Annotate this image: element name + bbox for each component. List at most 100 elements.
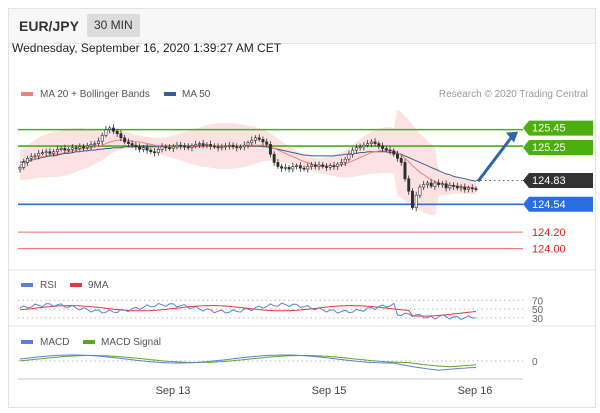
candle: [111, 127, 115, 132]
candle: [212, 145, 216, 148]
candle: [239, 146, 242, 149]
chart-card: EUR/JPY 30 MIN: [8, 8, 596, 408]
candle: [291, 166, 295, 170]
candle: [220, 146, 224, 149]
candle: [362, 144, 366, 148]
candle: [190, 145, 194, 148]
candle: [358, 146, 362, 149]
bollinger-band: [20, 109, 476, 216]
candle: [48, 151, 52, 154]
current-price-tag: [523, 172, 593, 188]
candle: [216, 146, 220, 149]
candle: [186, 146, 190, 149]
resistance-price-label: 125.45: [532, 123, 566, 135]
support-price-label: 124.00: [532, 244, 566, 256]
candle: [313, 164, 317, 167]
candle: [44, 151, 48, 154]
forecast-arrow: [476, 135, 514, 183]
candle: [455, 185, 459, 189]
candle: [168, 147, 171, 149]
candle: [93, 143, 97, 145]
candle: [343, 158, 347, 163]
candle: [339, 162, 343, 165]
candle: [52, 151, 56, 154]
candle: [250, 139, 254, 144]
candle: [411, 190, 414, 208]
candle: [261, 139, 265, 143]
candle: [40, 152, 44, 154]
candle: [78, 146, 82, 149]
rsi-swatch: [21, 283, 33, 287]
candle: [347, 153, 351, 160]
candle: [418, 186, 422, 196]
candle: [280, 166, 284, 169]
current-price-label: 124.83: [532, 175, 566, 187]
candle: [306, 166, 310, 170]
candle: [310, 164, 313, 167]
candle: [205, 144, 209, 146]
candle: [452, 185, 456, 187]
candle: [422, 184, 426, 188]
candle: [156, 149, 160, 153]
candle: [123, 137, 127, 143]
resistance-price-tag: [523, 140, 593, 156]
candle: [18, 167, 22, 170]
macd-line: [19, 354, 477, 371]
candle: [467, 187, 470, 190]
candle: [227, 144, 231, 147]
x-tick-label: Sep 13: [156, 385, 191, 397]
candle: [134, 144, 138, 148]
candle: [89, 144, 93, 147]
candle: [321, 164, 325, 167]
candle: [325, 166, 328, 168]
candle: [459, 186, 463, 189]
candle: [141, 147, 145, 150]
candle: [97, 140, 100, 144]
x-tick-label: Sep 15: [312, 385, 347, 397]
candle: [474, 188, 478, 190]
candle: [246, 142, 250, 146]
candle: [381, 145, 385, 149]
candle: [171, 146, 175, 149]
candle: [276, 162, 280, 167]
candle: [396, 153, 399, 159]
candle: [108, 127, 112, 130]
macd-level-label: 0: [532, 357, 538, 368]
candle: [194, 144, 198, 147]
ma20-legend-label: MA 20 + Bollinger Bands: [40, 89, 150, 100]
candle: [145, 147, 149, 151]
candle: [138, 146, 142, 150]
candle: [70, 147, 74, 150]
macd-legend-label: MACD: [40, 337, 69, 348]
candle: [388, 149, 392, 152]
credit-text: Research © 2020 Trading Central: [439, 89, 588, 100]
candle: [74, 147, 78, 149]
candle: [33, 155, 37, 158]
candle: [369, 141, 373, 144]
rsi-legend-label: RSI: [40, 280, 57, 291]
candle: [183, 145, 186, 148]
candle: [433, 182, 437, 187]
candle: [257, 137, 261, 140]
candle: [448, 185, 452, 189]
candle: [175, 144, 179, 148]
timeframe-button[interactable]: 30 MIN: [87, 14, 140, 37]
candle: [160, 146, 164, 150]
candle: [317, 164, 321, 167]
candle: [22, 162, 26, 168]
candle: [283, 167, 287, 169]
candle: [373, 141, 377, 144]
candle: [26, 158, 29, 163]
candle: [336, 163, 340, 167]
x-axis: Sep 13 Sep 15 Sep 16: [18, 378, 523, 397]
candle: [429, 182, 433, 187]
candle: [197, 143, 201, 145]
macd-signal-legend-label: MACD Signal: [101, 337, 161, 348]
candle: [29, 156, 33, 159]
candle: [37, 153, 41, 157]
candle: [63, 148, 67, 151]
candle: [384, 148, 388, 151]
ma50-legend-label: MA 50: [182, 89, 211, 100]
